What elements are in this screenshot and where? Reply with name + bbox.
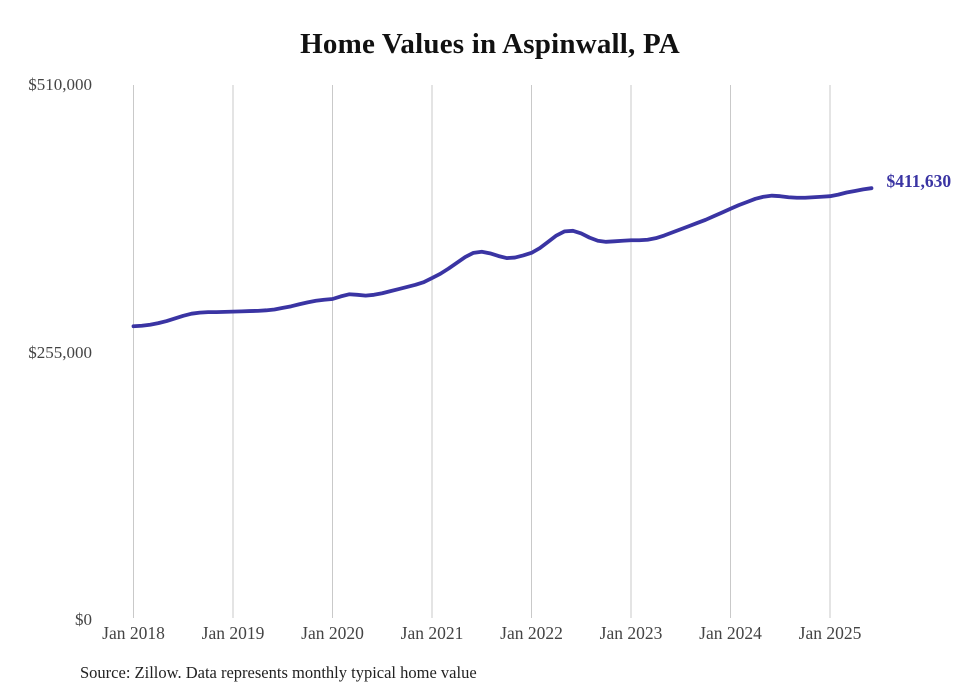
- x-tick-label: Jan 2023: [599, 623, 663, 643]
- x-tick-label: Jan 2018: [102, 623, 165, 643]
- x-tick-label: Jan 2020: [301, 623, 364, 643]
- y-tick-label: $510,000: [28, 75, 92, 94]
- home-value-line: [131, 186, 874, 329]
- source-note: Source: Zillow. Data represents monthly …: [80, 663, 477, 682]
- chart-title: Home Values in Aspinwall, PA: [300, 28, 680, 60]
- x-tick-label: Jan 2022: [500, 623, 563, 643]
- y-tick-label: $255,000: [28, 342, 92, 362]
- end-value-label: $411,630: [886, 171, 952, 192]
- x-tick-label: Jan 2024: [699, 623, 762, 643]
- x-tick-label: Jan 2021: [400, 623, 464, 643]
- x-tick-label: Jan 2025: [798, 623, 862, 643]
- y-tick-label: $0: [75, 610, 92, 629]
- x-tick-label: Jan 2019: [201, 623, 265, 643]
